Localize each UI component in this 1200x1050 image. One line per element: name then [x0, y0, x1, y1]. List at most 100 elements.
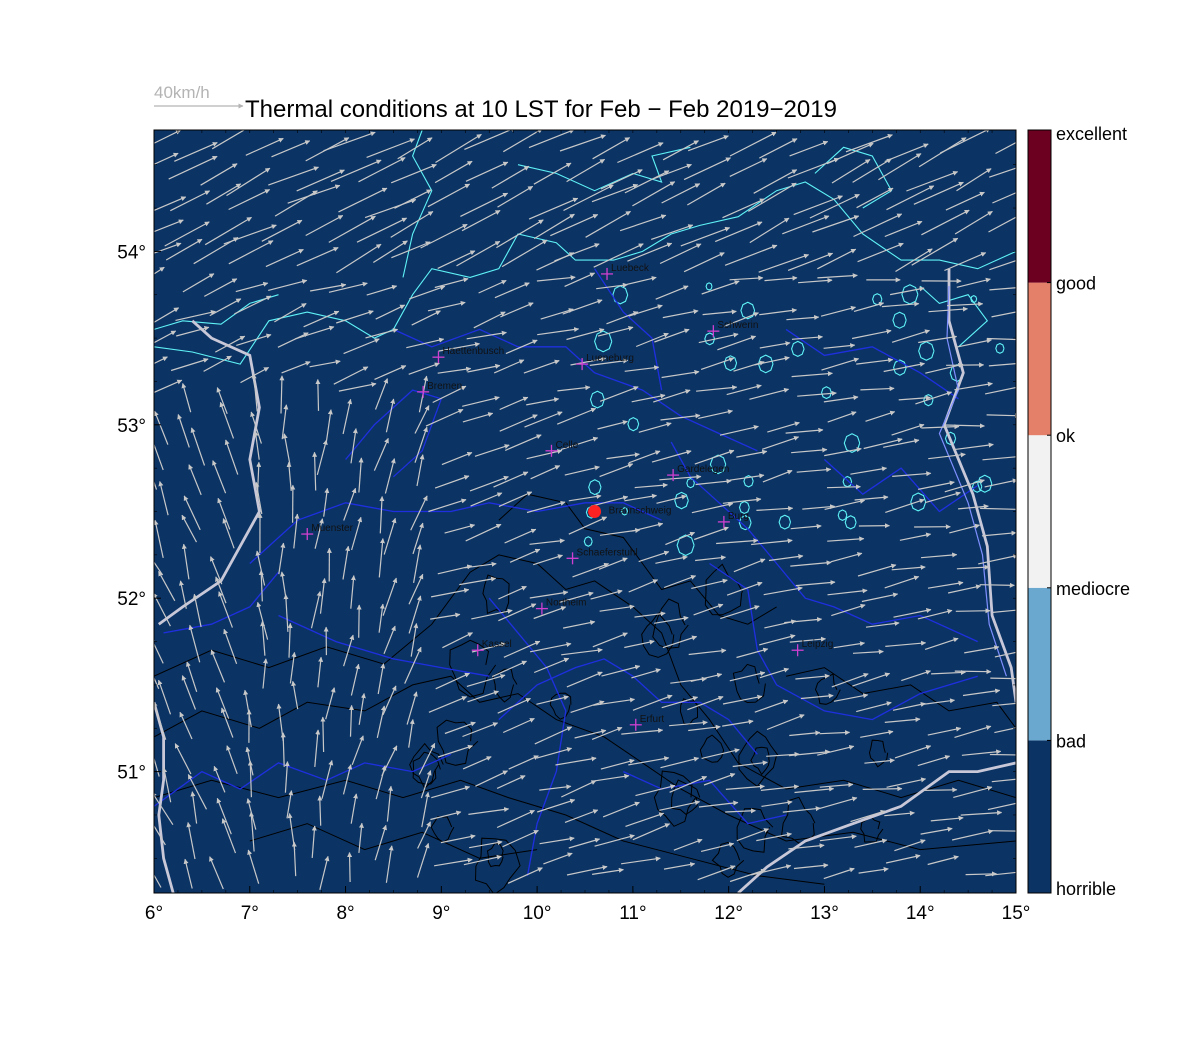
wind-arrow: [729, 131, 777, 157]
wind-arrow: [154, 818, 166, 846]
wind-arrow: [427, 300, 466, 312]
wind-arrow: [599, 604, 635, 612]
wind-arrow: [628, 579, 659, 593]
wind-arrow: [509, 548, 541, 563]
wind-arrow: [823, 343, 856, 349]
wind-arrow: [537, 327, 580, 336]
wind-arrow: [533, 213, 575, 240]
wind-arrow: [654, 615, 689, 624]
wind-arrow: [325, 687, 336, 720]
wind-arrow: [336, 310, 374, 324]
wind-arrow: [209, 298, 242, 317]
wind-arrow: [823, 395, 859, 403]
wind-arrow: [965, 871, 998, 877]
colorbar-swatch: [1028, 435, 1051, 588]
wind-arrow: [659, 243, 702, 265]
wind-arrow: [851, 329, 892, 340]
city-marker: Gardelegen: [667, 464, 729, 482]
wind-arrow: [356, 604, 362, 638]
wind-arrow: [766, 751, 800, 757]
x-tick-label: 11°: [619, 903, 646, 924]
wind-arrow: [920, 826, 953, 835]
wind-arrow: [154, 330, 177, 344]
wind-arrow: [749, 387, 790, 400]
wind-arrow: [662, 140, 699, 161]
wind-arrow: [833, 693, 869, 702]
wind-arrow: [314, 518, 324, 549]
wind-arrow: [154, 791, 174, 826]
wind-arrow: [536, 275, 576, 282]
wind-arrow: [585, 210, 631, 238]
wind-arrow: [790, 560, 832, 567]
wind-arrow: [921, 424, 960, 430]
wind-arrow: [176, 326, 210, 337]
wind-arrow: [291, 680, 299, 710]
wind-arrow: [441, 451, 473, 466]
wind-arrow: [986, 413, 1016, 419]
wind-arrow: [736, 647, 769, 659]
wind-arrow: [365, 328, 399, 339]
wind-arrow: [954, 669, 992, 675]
wind-arrow: [209, 556, 223, 585]
wind-arrow: [494, 282, 530, 299]
wind-arrow: [154, 242, 182, 254]
wind-arrow: [381, 745, 398, 777]
wind-arrow: [599, 386, 639, 402]
wind-arrow: [984, 478, 1016, 488]
wind-arrow: [665, 531, 696, 546]
wind-arrow: [287, 184, 341, 204]
wind-arrow: [276, 703, 284, 742]
wind-arrow: [311, 825, 317, 858]
wind-arrow: [788, 843, 825, 850]
wind-arrow: [421, 791, 430, 828]
wind-arrow: [524, 411, 563, 428]
wind-arrow: [309, 359, 341, 368]
wind-arrow: [724, 244, 778, 266]
wind-arrow: [374, 378, 389, 410]
wind-arrow: [651, 224, 694, 240]
wind-arrow: [635, 784, 676, 797]
wind-arrow: [763, 586, 803, 596]
city-markers: Luebeck Schwerin Haettenbusch Lueneburg Brem…: [301, 263, 833, 731]
wind-arrow: [568, 494, 602, 502]
wind-arrow: [287, 622, 293, 658]
wind-arrow: [158, 481, 169, 516]
wind-arrow: [894, 744, 932, 759]
wind-arrow: [994, 651, 1016, 658]
wind-arrow: [330, 159, 382, 182]
wind-arrow: [895, 248, 933, 273]
wind-arrow: [319, 855, 330, 890]
wind-arrow: [659, 800, 701, 811]
wind-arrow: [564, 272, 596, 287]
wind-arrow: [592, 867, 624, 875]
wind-arrow: [921, 209, 970, 236]
wind-arrow: [178, 580, 187, 609]
wind-arrow: [621, 728, 664, 735]
wind-arrow: [602, 801, 640, 818]
wind-arrow: [632, 823, 671, 841]
wind-arrow: [850, 809, 886, 823]
wind-arrow: [377, 663, 386, 695]
wind-arrow: [186, 822, 196, 860]
wind-arrow: [982, 456, 1016, 461]
wind-arrow: [891, 564, 926, 571]
wind-arrow: [390, 163, 437, 184]
x-tick-label: 8°: [336, 903, 354, 924]
wind-arrow: [181, 675, 197, 710]
wind-arrow: [606, 311, 639, 325]
wind-arrow: [427, 183, 471, 208]
wind-arrow: [154, 676, 160, 689]
wind-arrow: [691, 578, 728, 589]
wind-arrow: [328, 215, 376, 243]
wind-arrow: [536, 695, 569, 705]
wind-arrow: [817, 273, 858, 279]
wind-arrow: [992, 702, 1016, 707]
wind-arrow: [693, 603, 724, 616]
y-tick-label: 51°: [117, 763, 146, 784]
wind-arrow: [863, 437, 903, 450]
wind-arrow: [537, 798, 576, 813]
wind-arrow: [408, 719, 415, 748]
wind-arrow: [673, 838, 703, 851]
wind-arrow: [759, 138, 798, 159]
wind-arrow: [374, 824, 387, 861]
